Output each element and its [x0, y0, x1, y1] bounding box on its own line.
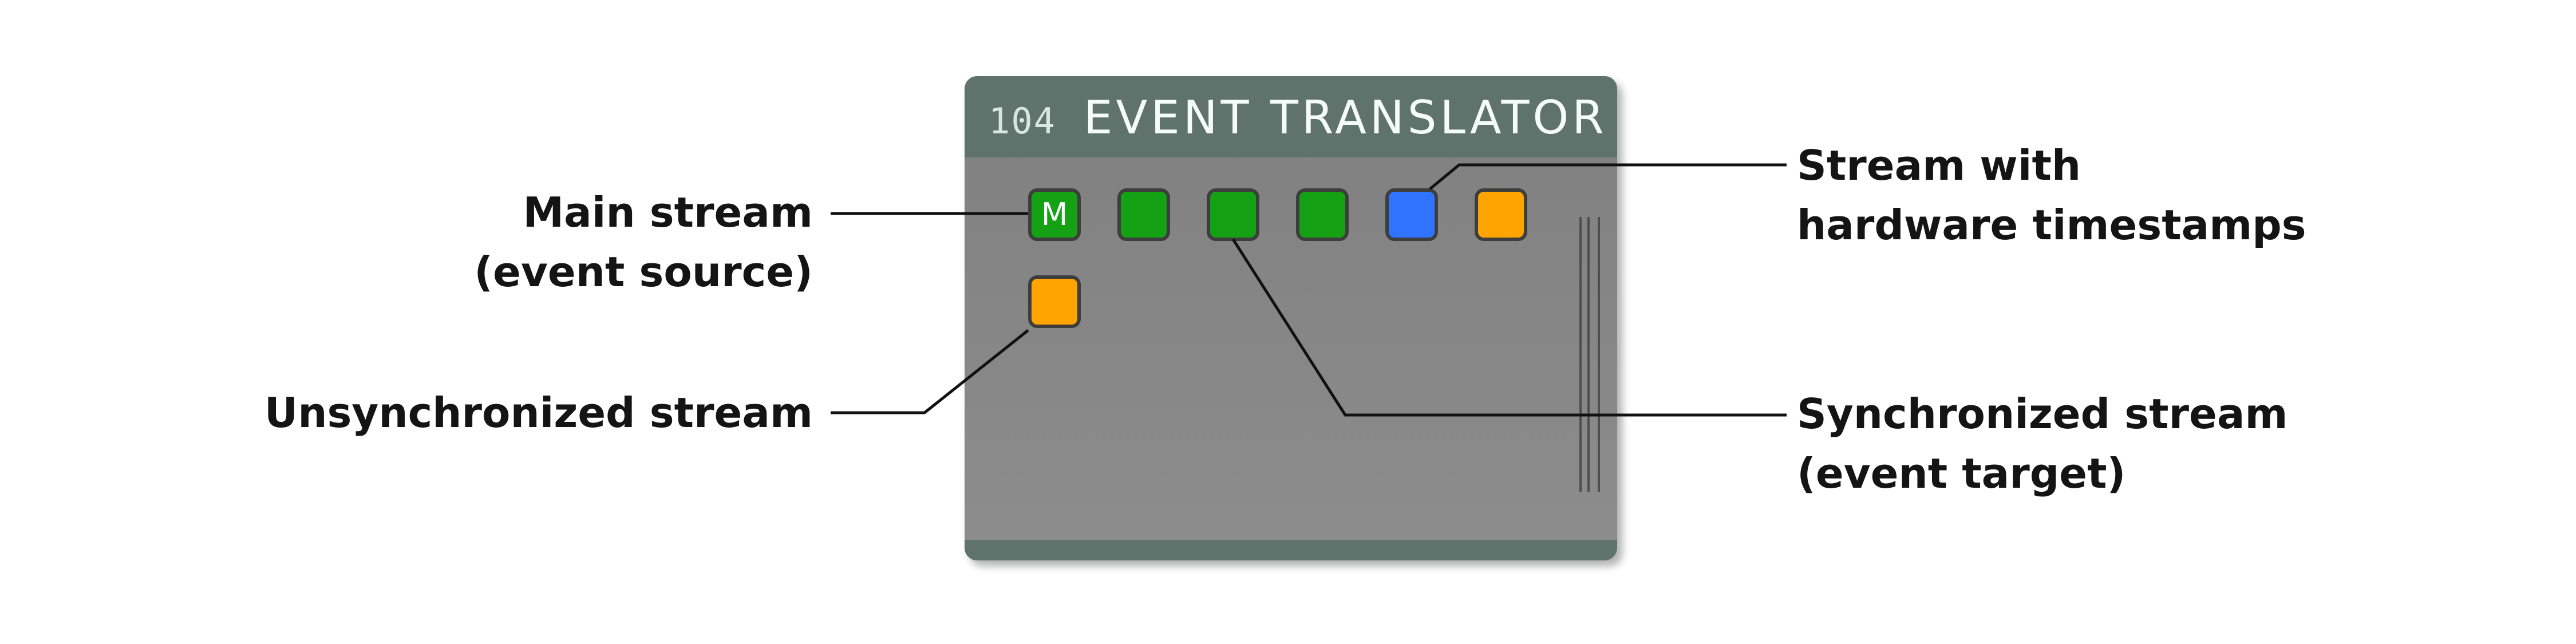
port-synchronized-stream[interactable] — [1117, 188, 1170, 241]
port-synchronized-stream[interactable] — [1296, 188, 1349, 241]
callout-main-stream-subtitle: (event source) — [474, 248, 813, 296]
port-synchronized-stream[interactable] — [1207, 188, 1259, 241]
callout-synchronized-stream-subtitle: (event target) — [1797, 449, 2126, 497]
event-translator-node[interactable]: 104 EVENT TRANSLATOR M — [965, 76, 1617, 560]
port-unsynchronized-stream[interactable] — [1475, 188, 1527, 241]
port-main-stream[interactable]: M — [1028, 188, 1081, 241]
callout-unsynchronized-stream-title: Unsynchronized stream — [264, 389, 813, 437]
callout-hardware-timestamps: Stream with hardware timestamps — [1797, 136, 2306, 255]
node-footer — [965, 540, 1617, 560]
callout-main-stream-title: Main stream — [523, 188, 813, 236]
callout-hardware-timestamps-title: Stream with — [1797, 141, 2081, 189]
port-hardware-timestamp-stream[interactable] — [1385, 188, 1438, 241]
port-unsynchronized-stream[interactable] — [1028, 275, 1081, 328]
node-title: EVENT TRANSLATOR — [1084, 91, 1607, 144]
leader-line-synchronized-stream — [1231, 238, 1787, 417]
resize-handle[interactable] — [1579, 217, 1600, 492]
node-header[interactable]: 104 EVENT TRANSLATOR — [965, 76, 1617, 157]
callout-synchronized-stream-title: Synchronized stream — [1797, 390, 2288, 438]
callout-unsynchronized-stream: Unsynchronized stream — [264, 383, 813, 442]
leader-line-unsynchronized-stream — [831, 329, 1029, 414]
callout-main-stream: Main stream (event source) — [474, 183, 813, 302]
callout-hardware-timestamps-subtitle: hardware timestamps — [1797, 201, 2306, 249]
callout-synchronized-stream: Synchronized stream (event target) — [1797, 384, 2287, 503]
node-id: 104 — [989, 100, 1056, 142]
leader-line-hardware-timestamps — [1429, 163, 1787, 190]
